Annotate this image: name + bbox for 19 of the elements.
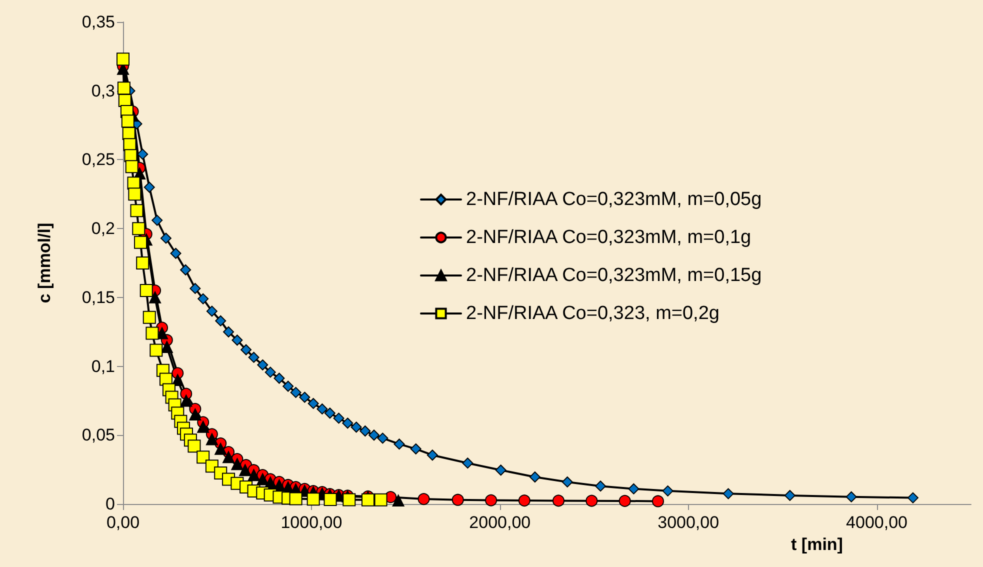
legend-label: 2-NF/RIAA Co=0,323mM, m=0,1g	[466, 227, 752, 248]
x-tick-label: 2000,00	[469, 513, 531, 532]
legend-label: 2-NF/RIAA Co=0,323, m=0,2g	[466, 303, 720, 324]
y-tick-label: 0,15	[82, 288, 115, 307]
y-tick-label: 0,3	[91, 81, 115, 100]
y-tick-label: 0	[106, 494, 115, 514]
legend-label: 2-NF/RIAA Co=0,323mM, m=0,15g	[466, 265, 762, 286]
y-axis-title: c [mmol/l]	[35, 222, 54, 304]
x-tick-label: 3000,00	[658, 513, 720, 532]
legend-label: 2-NF/RIAA Co=0,323mM, m=0,05g	[466, 189, 762, 210]
x-tick-label: 4000,00	[846, 513, 908, 532]
y-tick-label: 0,05	[82, 426, 115, 445]
x-tick-label: 0,00	[106, 513, 140, 532]
y-tick-label: 0,2	[91, 219, 115, 238]
x-axis-title: t [min]	[791, 534, 843, 554]
y-tick-label: 0,1	[91, 356, 115, 376]
y-tick-label: 0,35	[82, 12, 115, 32]
x-tick-label: 1000,00	[280, 513, 342, 532]
y-tick-label: 0,25	[82, 150, 115, 170]
